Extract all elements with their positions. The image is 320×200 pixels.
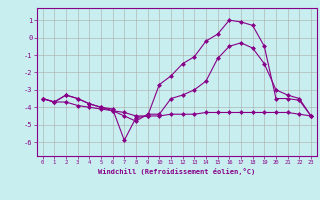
X-axis label: Windchill (Refroidissement éolien,°C): Windchill (Refroidissement éolien,°C) <box>98 168 255 175</box>
